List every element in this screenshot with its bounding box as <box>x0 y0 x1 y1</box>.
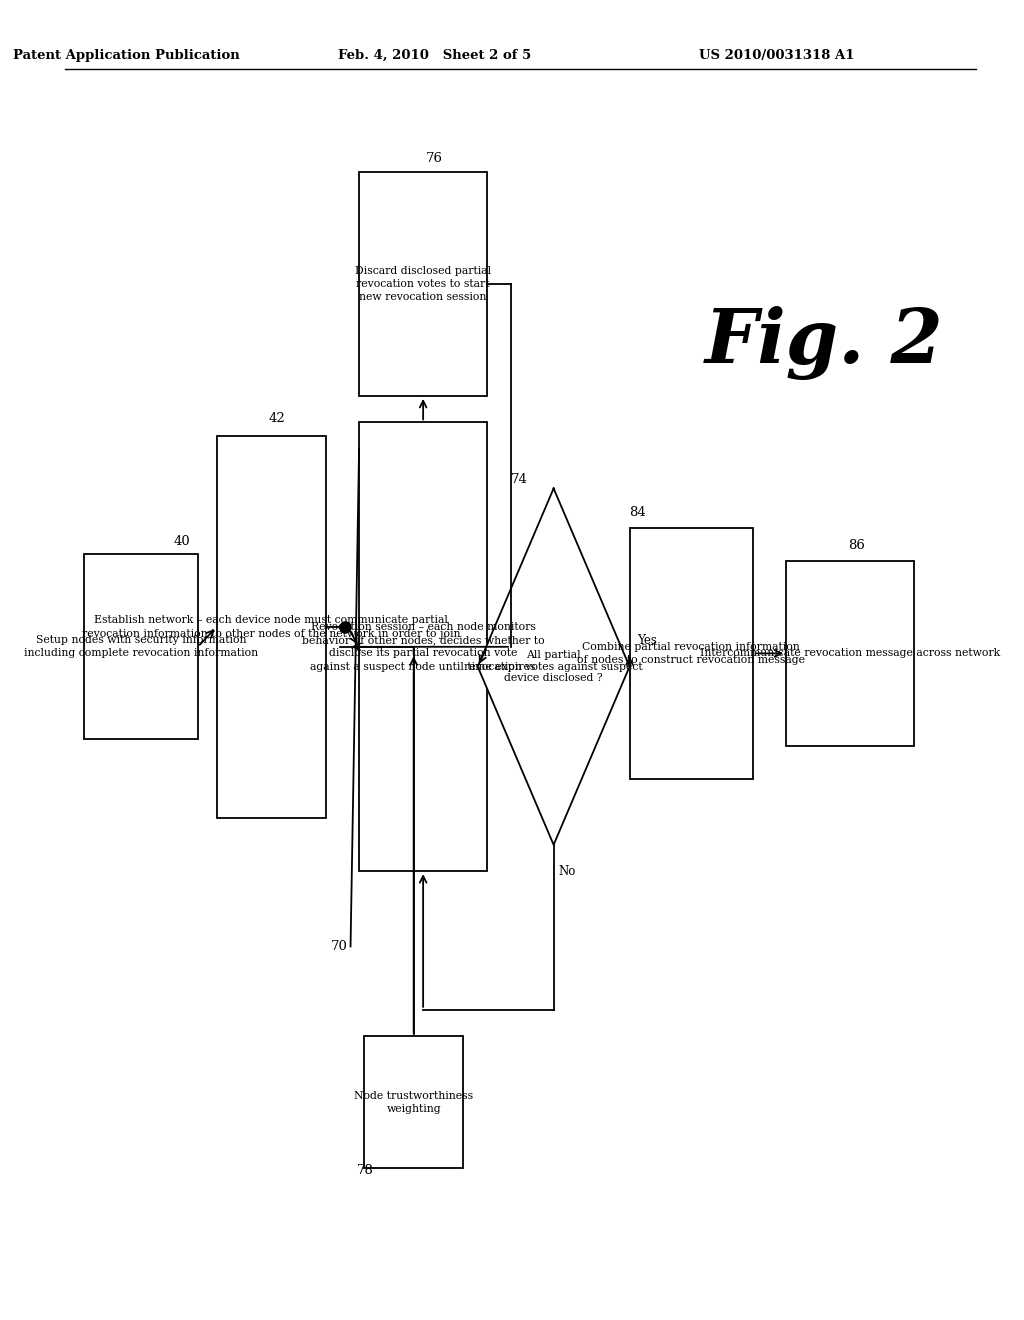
Text: Yes: Yes <box>637 634 657 647</box>
Text: Discard disclosed partial
revocation votes to start
new revocation session: Discard disclosed partial revocation vot… <box>355 265 492 302</box>
Text: Node trustworthiness
weighting: Node trustworthiness weighting <box>354 1090 473 1114</box>
Text: 70: 70 <box>331 940 348 953</box>
Text: US 2010/0031318 A1: US 2010/0031318 A1 <box>699 49 854 62</box>
Text: Feb. 4, 2010   Sheet 2 of 5: Feb. 4, 2010 Sheet 2 of 5 <box>338 49 531 62</box>
Text: Patent Application Publication: Patent Application Publication <box>13 49 240 62</box>
Text: Fig. 2: Fig. 2 <box>705 306 943 380</box>
Bar <box>84 554 198 739</box>
Text: Intercommunicate revocation message across network: Intercommunicate revocation message acro… <box>700 648 1000 659</box>
Bar <box>630 528 753 779</box>
Text: Setup nodes with security information
including complete revocation information: Setup nodes with security information in… <box>24 635 258 659</box>
Text: All partial
revocation votes against suspect
device disclosed ?: All partial revocation votes against sus… <box>464 649 643 684</box>
Bar <box>359 172 487 396</box>
Bar <box>359 422 487 871</box>
Text: 40: 40 <box>174 535 190 548</box>
Text: 42: 42 <box>269 412 286 425</box>
Text: 78: 78 <box>357 1164 374 1177</box>
Text: Combine partial revocation information
of nodes to construct revocation message: Combine partial revocation information o… <box>578 642 805 665</box>
Bar <box>217 436 326 818</box>
Text: 86: 86 <box>848 539 864 552</box>
Text: Revocation session – each node monitors
behavior of other nodes, decides whether: Revocation session – each node monitors … <box>302 622 545 672</box>
Text: Establish network – each device node must communicate partial
revocation informa: Establish network – each device node mus… <box>82 615 461 639</box>
Bar <box>786 561 914 746</box>
Text: 76: 76 <box>426 152 442 165</box>
Polygon shape <box>478 488 630 845</box>
Text: 74: 74 <box>511 473 527 486</box>
Text: 84: 84 <box>630 506 646 519</box>
Bar <box>364 1036 464 1168</box>
Text: No: No <box>558 865 575 878</box>
